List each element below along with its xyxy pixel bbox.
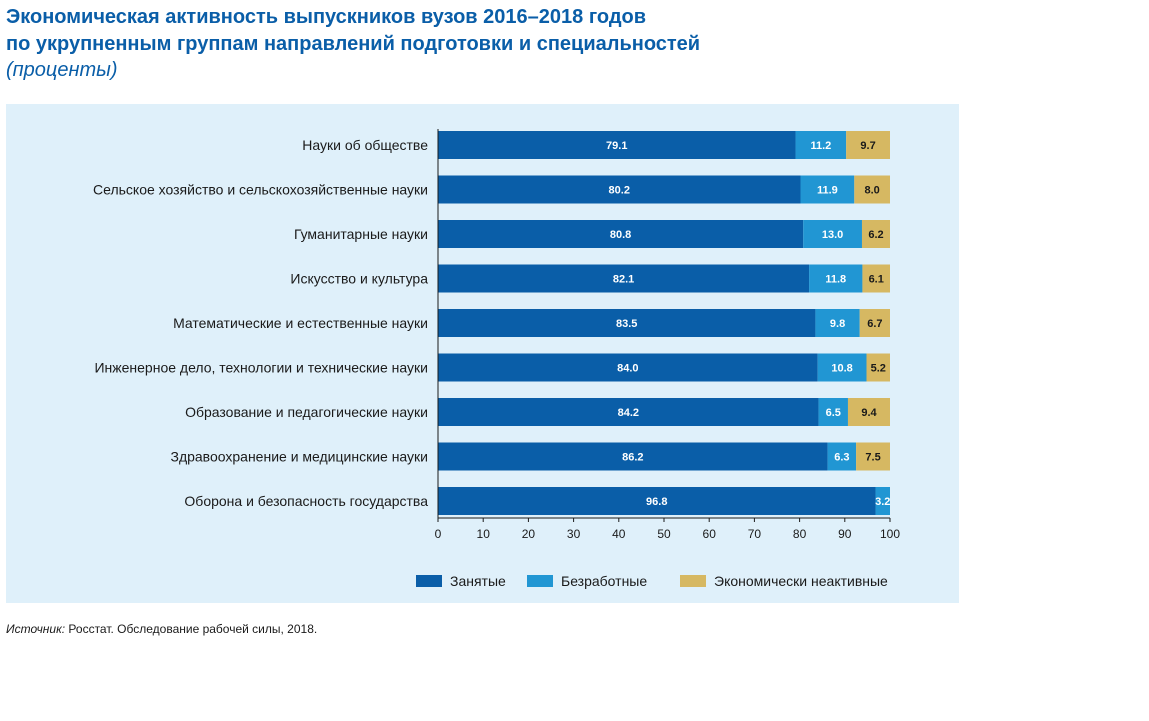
bar-segment: [438, 309, 816, 337]
bar-segment: [859, 309, 890, 337]
legend-swatch: [680, 575, 706, 587]
data-label: 7.5: [865, 452, 880, 464]
bar-segment: [438, 175, 801, 204]
source-text: Росстат. Обследование рабочей силы, 2018…: [65, 622, 318, 636]
x-tick-label: 100: [880, 527, 900, 541]
data-label: 10.8: [831, 363, 852, 375]
bar-segment: [827, 442, 857, 471]
bar-segment: [847, 398, 890, 426]
x-tick-label: 60: [703, 527, 717, 541]
x-tick-label: 80: [793, 527, 807, 541]
x-tick-label: 70: [748, 527, 762, 541]
bar-segment: [438, 487, 876, 515]
data-label: 96.8: [646, 496, 667, 508]
data-label: 9.4: [861, 407, 877, 419]
bar-segment: [795, 131, 847, 159]
legend-label: Занятые: [450, 573, 506, 589]
data-label: 6.2: [868, 229, 883, 241]
data-label: 84.0: [617, 363, 638, 375]
bar-segment: [818, 398, 848, 426]
data-label: 82.1: [613, 274, 634, 286]
category-label: Гуманитарные науки: [294, 226, 428, 242]
x-tick-label: 10: [477, 527, 491, 541]
data-label: 8.0: [864, 185, 879, 197]
source-prefix: Источник:: [6, 622, 66, 636]
legend-swatch: [416, 575, 442, 587]
data-label: 11.2: [810, 140, 831, 152]
source-note: Источник: Росстат. Обследование рабочей …: [6, 622, 317, 636]
x-tick-label: 30: [567, 527, 581, 541]
chart-subtitle: (проценты): [6, 59, 118, 81]
bar-segment: [817, 353, 867, 382]
bar-segment: [438, 131, 796, 159]
category-label: Здравоохранение и медицинские науки: [170, 449, 428, 465]
chart-title-line-2: по укрупненным группам направлений подго…: [6, 33, 701, 55]
data-label: 13.0: [822, 229, 843, 241]
category-label: Математические и естественные науки: [173, 315, 428, 331]
data-label: 6.3: [834, 452, 849, 464]
bar-segment: [875, 487, 890, 515]
bar-segment: [862, 264, 890, 293]
bar-segment: [861, 220, 890, 248]
data-label: 83.5: [616, 318, 637, 330]
data-label: 5.2: [871, 363, 886, 375]
data-label: 11.8: [825, 274, 846, 286]
bar-segment: [846, 131, 890, 159]
x-tick-label: 50: [657, 527, 671, 541]
x-tick-label: 90: [838, 527, 852, 541]
chart-panel: Науки об обществе 79.1 11.2 9.7 Сельское хоз…: [6, 104, 959, 603]
bar-segment: [856, 442, 890, 471]
data-label: 3.2: [875, 496, 890, 508]
legend-label: Безработные: [561, 573, 647, 589]
bar-segment: [866, 353, 890, 382]
category-label: Искусство и культура: [290, 271, 428, 287]
x-tick-label: 0: [435, 527, 442, 541]
data-label: 9.7: [860, 140, 875, 152]
bar-segment: [438, 398, 819, 426]
bar-segment: [438, 264, 810, 293]
bar-segment: [438, 353, 818, 382]
stacked-bar-chart: Науки об обществе 79.1 11.2 9.7 Сельское хоз…: [93, 129, 900, 589]
data-label: 86.2: [622, 452, 643, 464]
data-label: 11.9: [817, 185, 838, 197]
bar-segment: [800, 175, 855, 204]
data-label: 6.7: [867, 318, 882, 330]
category-label: Инженерное дело, технологии и технически…: [94, 360, 428, 376]
legend-label: Экономически неактивные: [714, 573, 888, 589]
bar-segment: [809, 264, 863, 293]
data-label: 6.1: [869, 274, 884, 286]
x-tick-label: 40: [612, 527, 626, 541]
data-label: 80.2: [609, 185, 630, 197]
chart-title: Экономическая активность выпускников вуз…: [6, 4, 700, 58]
category-label: Сельское хозяйство и сельскохозяйственны…: [93, 182, 428, 198]
bar-segment: [438, 220, 804, 248]
bar-segment: [854, 175, 890, 204]
bar-segment: [438, 442, 828, 471]
bar-segment: [815, 309, 860, 337]
data-label: 84.2: [618, 407, 639, 419]
category-label: Науки об обществе: [302, 137, 428, 153]
x-tick-label: 20: [522, 527, 536, 541]
data-label: 79.1: [606, 140, 627, 152]
data-label: 9.8: [830, 318, 845, 330]
legend-swatch: [527, 575, 553, 587]
data-label: 80.8: [610, 229, 631, 241]
bar-segment: [803, 220, 862, 248]
data-label: 6.5: [826, 407, 841, 419]
category-label: Оборона и безопасность государства: [184, 493, 428, 509]
category-label: Образование и педагогические науки: [185, 404, 428, 420]
chart-title-line-1: Экономическая активность выпускников вуз…: [6, 6, 647, 28]
